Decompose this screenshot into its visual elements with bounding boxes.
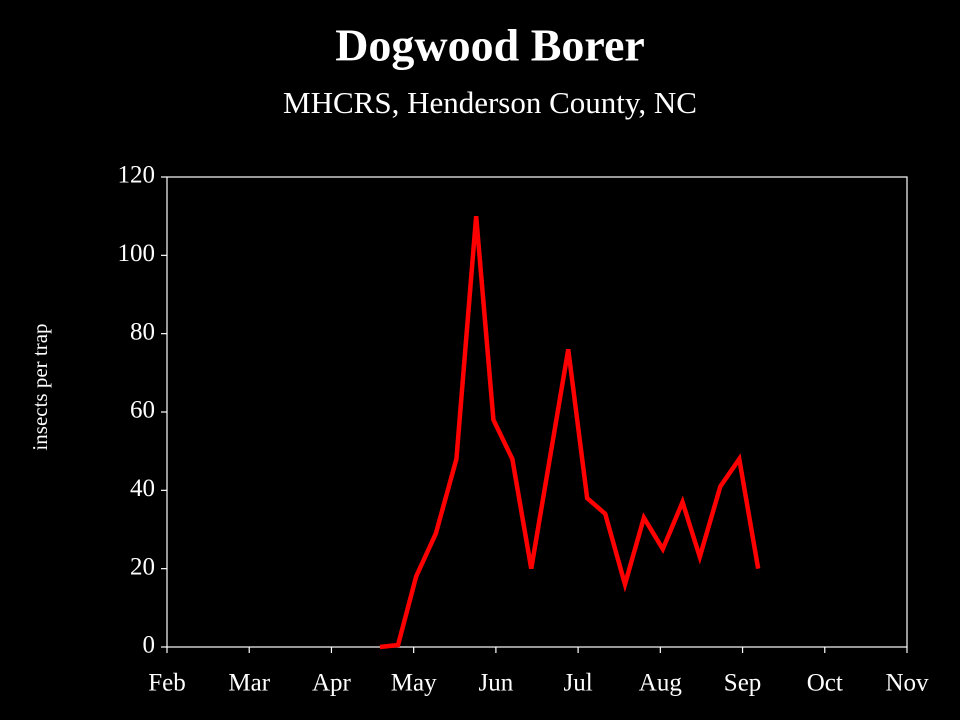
x-tick-label: Jul bbox=[564, 670, 593, 697]
x-tick-label: Nov bbox=[885, 670, 929, 697]
y-tick-label: 120 bbox=[118, 162, 156, 189]
x-tick-label: Apr bbox=[312, 670, 352, 697]
y-tick-label: 60 bbox=[130, 397, 155, 424]
y-tick-label: 80 bbox=[130, 318, 155, 345]
x-tick-label: Sep bbox=[724, 670, 762, 697]
x-tick-label: Feb bbox=[148, 670, 186, 697]
x-tick-label: Aug bbox=[639, 670, 683, 697]
x-tick-label: Jun bbox=[479, 670, 514, 697]
data-line bbox=[379, 215, 761, 650]
y-axis-label: insects per trap bbox=[28, 323, 52, 450]
x-tick-label: May bbox=[391, 670, 437, 697]
y-tick-label: 20 bbox=[130, 553, 155, 580]
y-tick-label: 40 bbox=[130, 475, 155, 502]
y-tick-label: 100 bbox=[118, 240, 156, 267]
chart-subtitle: MHCRS, Henderson County, NC bbox=[283, 85, 697, 120]
x-tick-label: Mar bbox=[228, 670, 270, 697]
chart-title: Dogwood Borer bbox=[335, 20, 645, 71]
y-tick-label: 0 bbox=[143, 632, 156, 659]
x-tick-label: Oct bbox=[807, 670, 843, 697]
